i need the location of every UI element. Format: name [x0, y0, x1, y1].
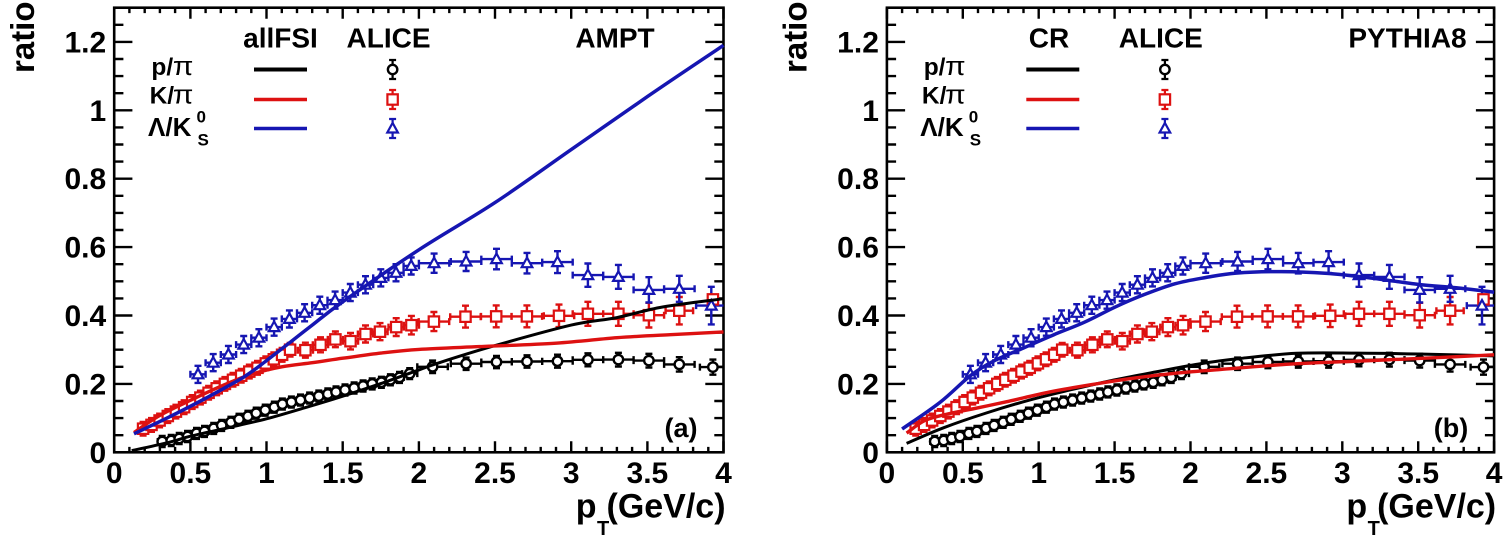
svg-text:π: π: [173, 53, 194, 81]
svg-text:T: T: [1368, 518, 1380, 540]
svg-text:0.5: 0.5: [942, 457, 984, 490]
svg-text:3: 3: [563, 457, 580, 490]
svg-text:ratio: ratio: [777, 1, 814, 73]
svg-text:K/: K/: [922, 83, 947, 110]
svg-text:1.2: 1.2: [64, 26, 106, 59]
svg-text:(GeV/c): (GeV/c): [607, 488, 726, 526]
svg-text:1: 1: [1030, 457, 1047, 490]
svg-text:ALICE: ALICE: [1119, 23, 1203, 54]
svg-text:0.4: 0.4: [837, 300, 879, 333]
svg-text:0.6: 0.6: [837, 232, 879, 265]
svg-text:0.8: 0.8: [64, 163, 106, 196]
svg-text:p/: p/: [924, 54, 946, 81]
svg-text:(b): (b): [1434, 413, 1468, 443]
svg-text:π: π: [945, 82, 966, 110]
svg-text:0.2: 0.2: [837, 368, 879, 401]
svg-text:0.6: 0.6: [64, 232, 106, 265]
svg-text:Λ/K: Λ/K: [920, 112, 964, 142]
svg-text:1: 1: [258, 457, 275, 490]
svg-text:3: 3: [1334, 457, 1351, 490]
svg-text:p: p: [1346, 488, 1367, 526]
svg-text:PYTHIA8: PYTHIA8: [1348, 23, 1466, 54]
svg-text:p/: p/: [151, 54, 173, 81]
svg-text:0.4: 0.4: [64, 300, 106, 333]
svg-text:4: 4: [715, 457, 732, 490]
svg-text:(GeV/c): (GeV/c): [1377, 488, 1496, 526]
svg-text:1.5: 1.5: [322, 457, 364, 490]
svg-text:2: 2: [1182, 457, 1199, 490]
svg-text:CR: CR: [1029, 23, 1069, 54]
svg-text:1.5: 1.5: [1094, 457, 1136, 490]
svg-text:AMPT: AMPT: [575, 23, 654, 54]
svg-text:S: S: [198, 131, 209, 150]
svg-text:0.5: 0.5: [170, 457, 212, 490]
svg-text:0: 0: [969, 108, 978, 127]
svg-text:π: π: [173, 82, 194, 110]
svg-text:S: S: [970, 131, 981, 150]
svg-text:0: 0: [90, 437, 107, 470]
svg-text:K/: K/: [150, 83, 175, 110]
svg-text:(a): (a): [665, 413, 698, 443]
svg-text:p: p: [576, 488, 597, 526]
svg-text:allFSI: allFSI: [243, 23, 318, 54]
svg-text:1: 1: [862, 95, 879, 128]
svg-text:ratio: ratio: [4, 1, 41, 73]
svg-text:3.5: 3.5: [627, 457, 669, 490]
svg-text:2.5: 2.5: [1246, 457, 1288, 490]
svg-text:1.2: 1.2: [837, 26, 879, 59]
svg-text:1: 1: [90, 95, 107, 128]
svg-text:4: 4: [1486, 457, 1503, 490]
svg-text:0: 0: [862, 437, 879, 470]
svg-text:0: 0: [106, 457, 123, 490]
svg-text:0: 0: [879, 457, 896, 490]
svg-text:0.8: 0.8: [837, 163, 879, 196]
svg-text:ALICE: ALICE: [347, 23, 431, 54]
svg-text:0.2: 0.2: [64, 368, 106, 401]
svg-text:3.5: 3.5: [1397, 457, 1439, 490]
svg-text:T: T: [597, 518, 609, 540]
svg-text:Λ/K: Λ/K: [148, 112, 192, 142]
svg-text:0: 0: [197, 108, 206, 127]
svg-text:2.5: 2.5: [474, 457, 516, 490]
svg-text:2: 2: [411, 457, 428, 490]
svg-text:π: π: [945, 53, 966, 81]
